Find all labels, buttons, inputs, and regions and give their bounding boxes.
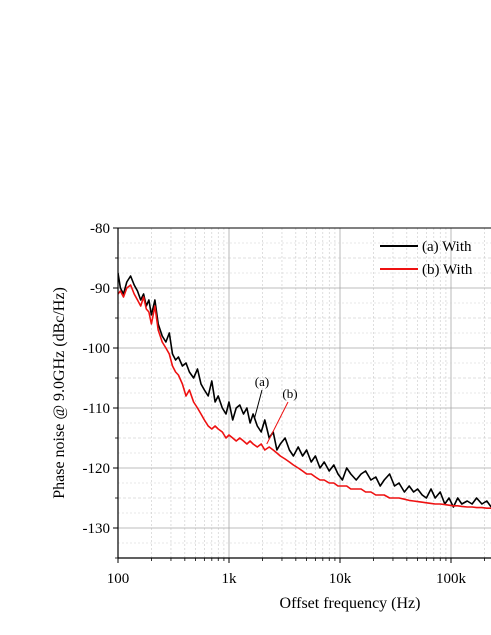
y-tick-label: -130 <box>83 521 111 537</box>
x-axis-title: Offset frequency (Hz) <box>280 595 421 612</box>
legend-label-1: (b) With <box>422 262 473 278</box>
x-tick-label: 100k <box>436 571 467 587</box>
ticks: -80 -90 -100 -110 -120 -130 100 1k 10k 100k <box>83 221 485 587</box>
annotation-b: (b) <box>282 386 297 401</box>
legend: (a) With (b) With <box>380 239 473 278</box>
series-line-a <box>118 272 491 508</box>
series-line-b <box>118 284 491 510</box>
x-tick-label: 1k <box>222 571 238 587</box>
y-tick-label: -110 <box>83 401 110 417</box>
x-tick-label: 100 <box>107 571 130 587</box>
annotation-b-arrow <box>266 401 289 445</box>
y-axis-title: Phase noise @ 9.0GHz (dBc/Hz) <box>51 287 68 499</box>
x-tick-label: 10k <box>329 571 352 587</box>
y-tick-label: -80 <box>90 221 110 237</box>
legend-label-0: (a) With <box>422 239 472 255</box>
y-tick-label: -90 <box>90 281 110 297</box>
axes <box>117 227 491 559</box>
annotations: (a) (b) <box>254 374 298 445</box>
annotation-a-arrow <box>254 389 263 419</box>
annotation-a: (a) <box>255 374 269 389</box>
series-layer <box>118 272 491 510</box>
y-tick-label: -100 <box>83 341 111 357</box>
y-tick-label: -120 <box>83 461 111 477</box>
